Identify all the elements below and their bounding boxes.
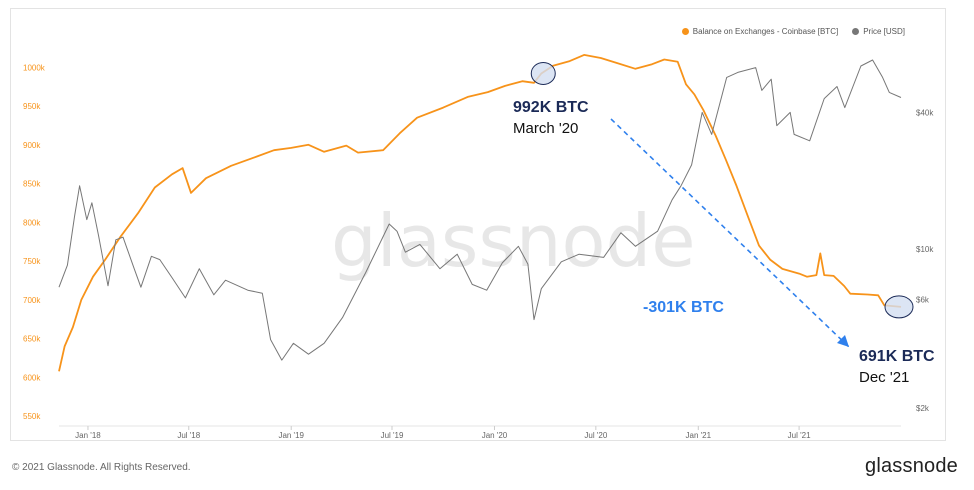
march-value-label: 992K BTC — [513, 99, 589, 116]
x-axis-tick-label: Jan '19 — [278, 431, 304, 440]
x-axis-tick-label: Jul '19 — [381, 431, 404, 440]
legend-label-balance: Balance on Exchanges - Coinbase [BTC] — [692, 27, 839, 36]
change-arrow — [610, 118, 850, 348]
x-axis-tick-label: Jul '21 — [788, 431, 811, 440]
x-axis-tick-label: Jan '18 — [75, 431, 101, 440]
x-axis-tick-label: Jan '20 — [482, 431, 508, 440]
right-axis-tick-label: $2k — [916, 404, 930, 413]
watermark: glassnode — [331, 199, 696, 283]
chart-svg: 550k 600k 650k 700k 750k 800k 850k 900k 950k 1000… — [23, 54, 935, 440]
price-line — [58, 59, 902, 361]
brand-logo: glassnode — [865, 455, 958, 477]
left-axis-tick-label: 750k — [23, 257, 41, 266]
right-axis-tick-label: $40k — [916, 108, 934, 117]
left-axis-tick-label: 1000k — [23, 63, 46, 72]
left-axis-tick-label: 600k — [23, 373, 41, 382]
left-axis-tick-label: 950k — [23, 102, 41, 111]
change-label: -301K BTC — [643, 299, 724, 316]
x-axis-tick-label: Jan '21 — [686, 431, 712, 440]
x-axis-tick-label: Jul '18 — [177, 431, 200, 440]
balance-line — [58, 54, 902, 372]
left-axis-tick-label: 550k — [23, 412, 41, 421]
copyright-text: © 2021 Glassnode. All Rights Reserved. — [12, 462, 191, 473]
left-axis-tick-label: 700k — [23, 296, 41, 305]
legend: Balance on Exchanges - Coinbase [BTC] Pr… — [681, 27, 905, 36]
march-date-label: March '20 — [513, 120, 578, 137]
chart-frame: glassnode 550k 600k 650k 700k 750k 800k 850k 90… — [10, 8, 946, 441]
right-axis-tick-label: $10k — [916, 245, 934, 254]
march-marker — [530, 61, 556, 85]
legend-item-balance[interactable]: Balance on Exchanges - Coinbase [BTC] — [681, 27, 839, 36]
change-arrow-head-icon — [837, 335, 849, 347]
left-axis-tick-label: 800k — [23, 218, 41, 227]
legend-label-price: Price [USD] — [863, 27, 905, 36]
left-axis-tick-label: 650k — [23, 335, 41, 344]
left-axis-tick-label: 900k — [23, 141, 41, 150]
december-date-label: Dec '21 — [859, 369, 909, 386]
legend-item-price[interactable]: Price [USD] — [852, 27, 905, 36]
december-marker — [884, 295, 914, 319]
right-axis-tick-label: $6k — [916, 296, 930, 305]
left-axis-tick-label: 850k — [23, 180, 41, 189]
x-axis-tick-label: Jul '20 — [584, 431, 607, 440]
legend-dot-balance-icon — [681, 28, 689, 36]
legend-dot-price-icon — [852, 28, 860, 36]
december-value-label: 691K BTC — [859, 348, 935, 365]
